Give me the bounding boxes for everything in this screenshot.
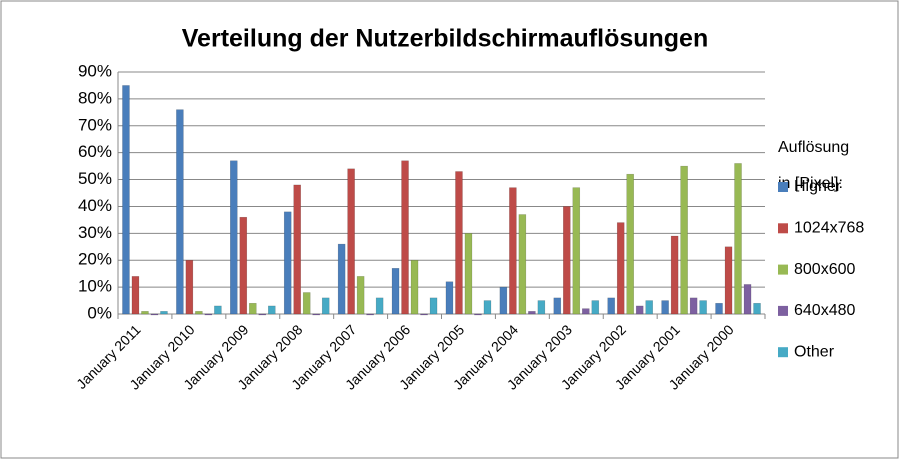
y-tick-label: 10% xyxy=(78,277,112,296)
bar xyxy=(185,259,194,315)
legend-swatch xyxy=(778,223,788,234)
bar xyxy=(429,297,438,315)
bar xyxy=(483,300,492,315)
bar xyxy=(176,109,184,315)
bar xyxy=(753,302,761,315)
bar xyxy=(455,171,463,315)
bar xyxy=(420,313,428,316)
bar xyxy=(743,284,752,315)
bar xyxy=(239,216,248,315)
bar xyxy=(214,305,222,315)
bar xyxy=(734,163,742,315)
y-tick-label: 20% xyxy=(78,250,112,269)
bar xyxy=(160,311,168,315)
bar xyxy=(518,214,527,315)
bar xyxy=(131,276,140,315)
bar xyxy=(366,313,374,316)
bar xyxy=(401,160,409,315)
bar xyxy=(347,168,355,315)
y-tick-label: 60% xyxy=(78,142,112,161)
bar xyxy=(661,300,669,315)
bar xyxy=(302,292,311,315)
y-tick-label: 90% xyxy=(78,61,112,80)
bar xyxy=(312,313,320,316)
y-tick-label: 80% xyxy=(78,88,112,107)
bar xyxy=(670,235,679,315)
y-tick-label: 50% xyxy=(78,169,112,188)
legend-label: 800x600 xyxy=(794,261,855,278)
bar xyxy=(150,313,159,316)
y-tick-label: 70% xyxy=(78,115,112,134)
bar xyxy=(563,206,571,315)
bar xyxy=(258,313,267,316)
y-tick-label: 0% xyxy=(87,303,112,322)
legend-swatch xyxy=(778,182,788,192)
y-tick-label: 30% xyxy=(78,223,112,242)
legend-label: 1024x768 xyxy=(794,220,864,237)
legend-swatch xyxy=(778,305,788,316)
bar xyxy=(537,300,546,315)
bar xyxy=(195,311,203,315)
legend-swatch xyxy=(778,347,788,358)
legend-label: Other xyxy=(794,343,835,360)
bar xyxy=(230,160,238,315)
bar xyxy=(715,302,723,315)
bar xyxy=(445,281,454,315)
bar xyxy=(607,297,615,315)
bar xyxy=(249,302,257,315)
bar xyxy=(464,233,473,315)
bar xyxy=(321,297,330,315)
bar xyxy=(699,300,707,315)
bar xyxy=(356,276,365,315)
bar xyxy=(645,300,653,315)
bar xyxy=(337,243,346,315)
bar xyxy=(268,305,276,315)
bar xyxy=(499,286,508,315)
chart-title: Verteilung der Nutzerbildschirmauflösung… xyxy=(182,25,708,53)
bar xyxy=(724,246,733,315)
bar xyxy=(122,85,130,315)
bar xyxy=(293,184,301,315)
legend-title: Auflösung xyxy=(778,139,849,156)
legend-swatch xyxy=(778,264,788,275)
bar xyxy=(141,311,149,315)
bar xyxy=(689,297,698,315)
bar xyxy=(528,311,536,315)
legend-label: 640x480 xyxy=(794,302,855,319)
bar xyxy=(410,259,419,315)
bar xyxy=(474,313,482,316)
bar xyxy=(572,187,581,315)
legend-title: in [Pixel]: xyxy=(778,175,843,192)
bar xyxy=(204,313,213,316)
bar xyxy=(375,297,384,315)
bar xyxy=(582,308,590,315)
bar xyxy=(680,165,688,315)
bar xyxy=(283,211,292,315)
bar xyxy=(509,187,517,315)
bar xyxy=(391,268,400,315)
bar xyxy=(591,300,600,315)
y-tick-label: 40% xyxy=(78,196,112,215)
bar xyxy=(616,222,625,315)
bar xyxy=(626,173,634,315)
legend-label: Higher xyxy=(794,178,842,195)
bar xyxy=(553,297,562,315)
bar xyxy=(635,305,644,315)
